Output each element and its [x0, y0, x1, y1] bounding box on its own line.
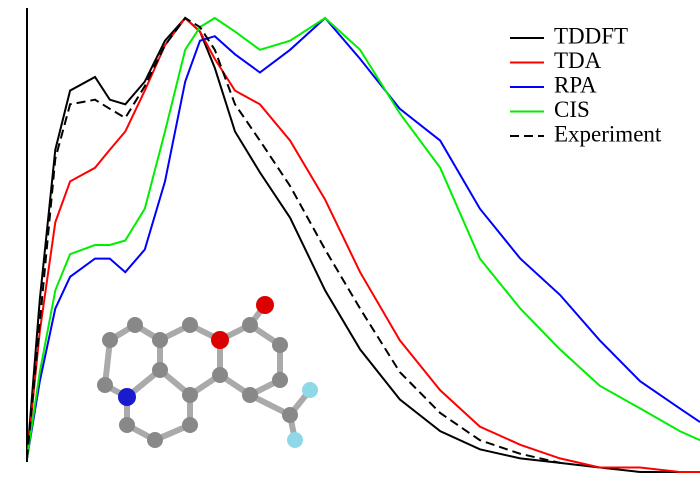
chart: TDDFTTDARPACISExperiment: [0, 0, 700, 485]
legend-label: RPA: [554, 72, 597, 97]
legend-label: TDDFT: [554, 23, 628, 48]
atoms: [97, 296, 318, 448]
legend-label: CIS: [554, 97, 590, 122]
legend-label: TDA: [554, 48, 602, 73]
page: {"chart_data": {"type": "line", "x": [0,…: [0, 0, 700, 485]
legend-label: Experiment: [554, 121, 662, 146]
series-line: [27, 18, 560, 463]
